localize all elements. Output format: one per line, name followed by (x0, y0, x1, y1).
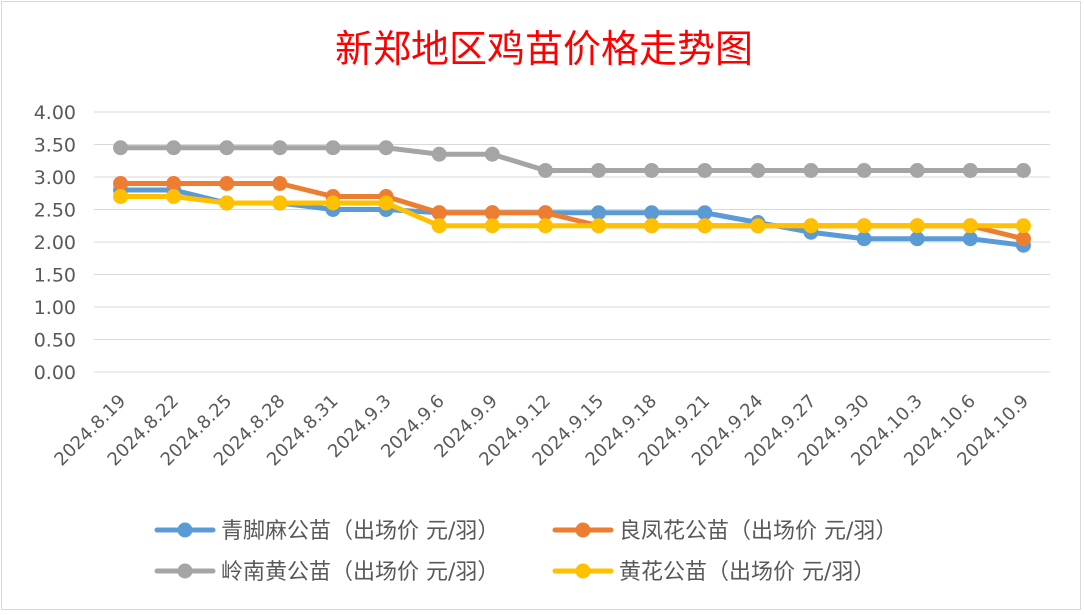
data-point (962, 231, 978, 247)
data-point (697, 163, 713, 178)
data-point (219, 176, 235, 191)
legend: 青脚麻公苗（出场价 元/羽） 良凤花公苗（出场价 元/羽） 岭南黄公苗（出场价 元/… (154, 519, 897, 585)
y-axis-ticks: 0.00 0.50 1.00 1.50 2.00 2.50 3.00 3.50 4.00 (34, 102, 76, 384)
data-point (856, 218, 872, 234)
data-point (484, 146, 500, 162)
legend-item: 黄花公苗（出场价 元/羽） (552, 560, 875, 585)
data-point (962, 163, 978, 178)
data-point (378, 140, 394, 156)
legend-label: 岭南黄公苗（出场价 元/羽） (221, 560, 499, 585)
data-point (591, 205, 607, 221)
data-point (909, 163, 925, 178)
data-point (909, 218, 925, 234)
data-point (644, 163, 660, 178)
data-point (644, 218, 660, 234)
legend-swatch-marker (177, 522, 193, 538)
data-point (325, 195, 341, 211)
data-point (591, 218, 607, 234)
data-point (962, 218, 978, 234)
legend-item: 岭南黄公苗（出场价 元/羽） (154, 560, 499, 585)
data-point (113, 189, 129, 204)
series-line (118, 145, 1026, 173)
data-point (750, 163, 766, 178)
gridlines (94, 111, 1050, 373)
data-point (537, 205, 553, 221)
data-point (1015, 163, 1031, 178)
data-point (431, 218, 447, 234)
data-point (325, 140, 341, 156)
data-point (909, 231, 925, 247)
y-tick-label: 0.00 (34, 362, 76, 384)
data-point (484, 218, 500, 234)
data-point (166, 176, 182, 191)
y-tick-label: 3.00 (34, 167, 76, 189)
y-tick-label: 0.50 (34, 330, 76, 352)
legend-item: 良凤花公苗（出场价 元/羽） (552, 519, 897, 544)
data-point (219, 195, 235, 211)
data-point (272, 140, 288, 156)
series-line (118, 194, 1026, 229)
data-point (272, 195, 288, 211)
data-point (803, 163, 819, 178)
legend-label: 青脚麻公苗（出场价 元/羽） (221, 519, 499, 544)
y-tick-label: 3.50 (34, 135, 76, 157)
data-point (431, 146, 447, 162)
data-point (219, 140, 235, 156)
data-point (856, 231, 872, 247)
data-point (431, 205, 447, 221)
data-point (750, 218, 766, 234)
series-4 (113, 189, 1031, 234)
legend-label: 良凤花公苗（出场价 元/羽） (619, 519, 897, 544)
data-point (697, 218, 713, 234)
series-3 (113, 140, 1031, 178)
data-point (113, 140, 129, 156)
data-point (113, 176, 129, 191)
data-point (166, 140, 182, 156)
legend-label: 黄花公苗（出场价 元/羽） (619, 560, 875, 585)
legend-item: 青脚麻公苗（出场价 元/羽） (154, 519, 499, 544)
data-point (644, 205, 660, 221)
data-point (856, 163, 872, 178)
legend-swatch-marker (575, 522, 591, 538)
legend-swatch-marker (177, 563, 193, 579)
data-point (166, 189, 182, 204)
data-point (803, 218, 819, 234)
data-point (591, 163, 607, 178)
data-point (378, 195, 394, 211)
series-lines (113, 140, 1031, 253)
data-point (484, 205, 500, 221)
chart-title: 新郑地区鸡苗价格走势图 (335, 27, 753, 71)
y-tick-label: 2.00 (34, 232, 76, 254)
data-point (1015, 218, 1031, 234)
y-tick-label: 4.00 (34, 102, 76, 124)
data-point (537, 218, 553, 234)
y-tick-label: 1.00 (34, 297, 76, 319)
data-point (1015, 231, 1031, 247)
y-tick-label: 2.50 (34, 200, 76, 222)
data-point (697, 205, 713, 221)
x-axis-ticks: 2024.8.192024.8.222024.8.252024.8.282024… (50, 391, 1033, 471)
data-point (537, 163, 553, 178)
data-point (272, 176, 288, 191)
legend-swatch-marker (575, 563, 591, 579)
y-tick-label: 1.50 (34, 265, 76, 287)
